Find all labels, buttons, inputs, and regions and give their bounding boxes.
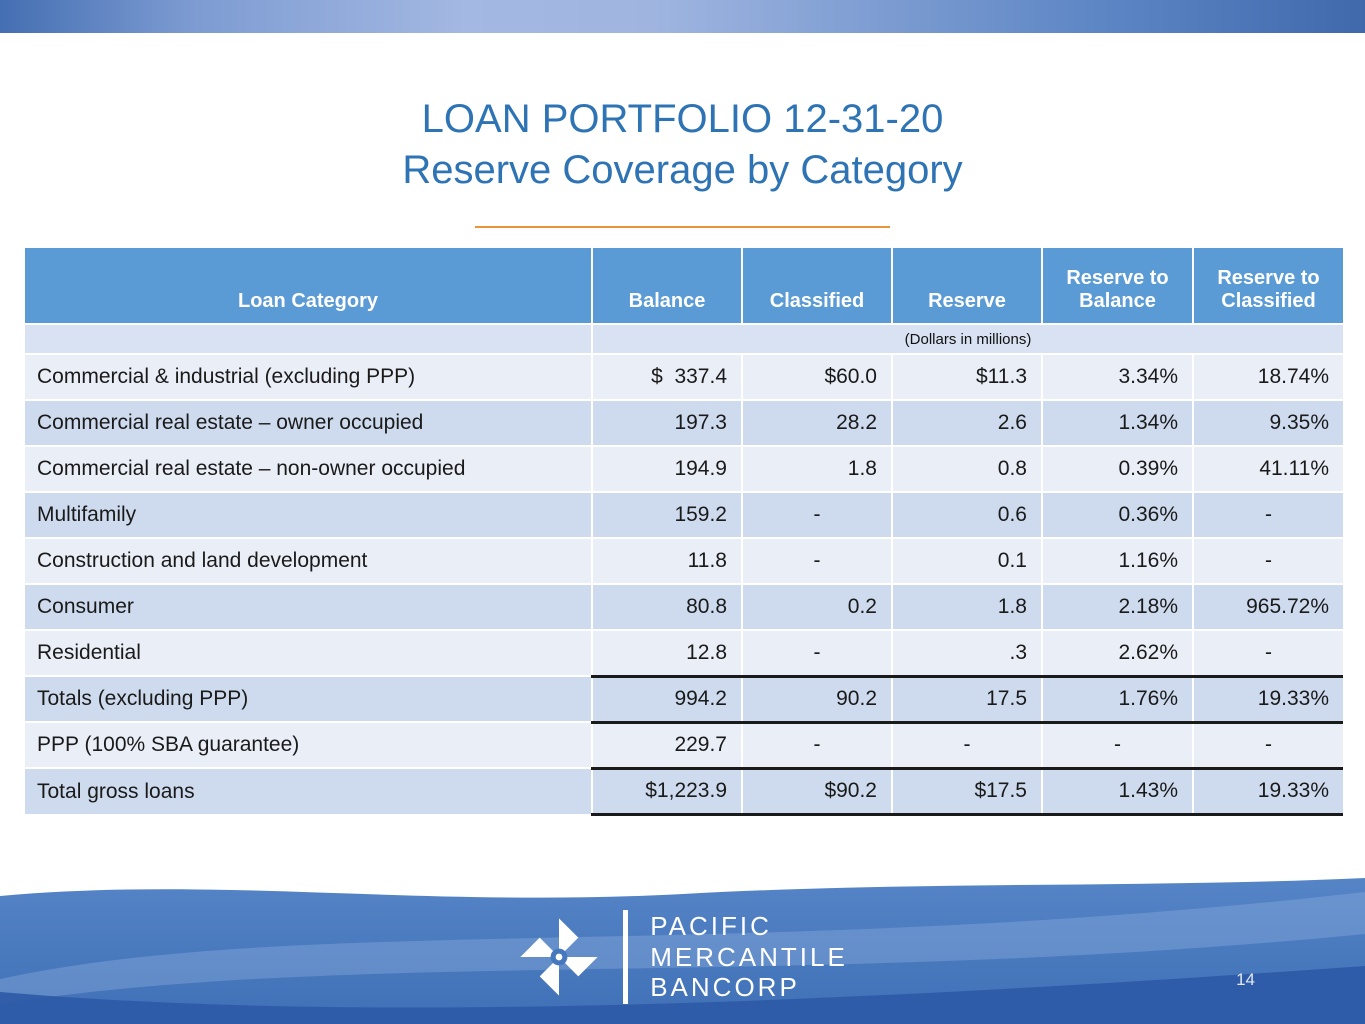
reserve-to-balance-cell: 1.43%	[1041, 766, 1193, 816]
reserve-cell: $17.5	[891, 766, 1042, 816]
logo-pinwheel-icon	[520, 918, 598, 996]
loan-category-cell: Commercial real estate – owner occupied	[25, 399, 592, 446]
classified-cell: -	[741, 721, 892, 768]
units-note: (Dollars in millions)	[591, 323, 1343, 354]
classified-cell: 90.2	[741, 674, 892, 724]
classified-cell: 1.8	[741, 445, 892, 492]
reserve-to-classified-cell: 965.72%	[1192, 583, 1343, 630]
column-header-reserve: Reserve	[891, 248, 1042, 324]
classified-cell: 28.2	[741, 399, 892, 446]
logo-wordmark-line-1: PACIFIC	[650, 910, 772, 941]
reserve-to-balance-cell: 0.36%	[1041, 491, 1193, 538]
title-line-2: Reserve Coverage by Category	[402, 148, 963, 193]
reserve-to-balance-cell: 3.34%	[1041, 353, 1193, 400]
table-row: Consumer 80.8 0.2 1.8 2.18% 965.72%	[25, 583, 1343, 630]
column-header-balance: Balance	[591, 248, 742, 324]
classified-cell: -	[741, 537, 892, 584]
top-accent-bar	[0, 0, 1365, 33]
table-row-grand-total: Total gross loans $1,223.9 $90.2 $17.5 1…	[25, 766, 1343, 816]
reserve-cell: $11.3	[891, 353, 1042, 400]
balance-cell: 994.2	[591, 674, 742, 724]
footer-wave-graphic	[0, 878, 1365, 1024]
column-header-reserve-to-classified: Reserve to Classified	[1192, 248, 1343, 324]
reserve-to-classified-cell: -	[1192, 629, 1343, 676]
reserve-to-classified-cell: 41.11%	[1192, 445, 1343, 492]
column-header-classified: Classified	[741, 248, 892, 324]
column-header-reserve-to-balance: Reserve to Balance	[1041, 248, 1193, 324]
table-row: Commercial real estate – owner occupied …	[25, 399, 1343, 446]
classified-cell: -	[741, 629, 892, 676]
slide-title: LOAN PORTFOLIO 12-31-20 Reserve Coverage…	[0, 94, 1365, 196]
reserve-to-balance-cell: 1.76%	[1041, 674, 1193, 724]
loan-category-cell: Multifamily	[25, 491, 592, 538]
table-row: Construction and land development 11.8 -…	[25, 537, 1343, 584]
reserve-to-balance-cell: 2.18%	[1041, 583, 1193, 630]
loan-category-cell: Total gross loans	[25, 767, 592, 814]
reserve-cell: 0.1	[891, 537, 1042, 584]
balance-cell: 12.8	[591, 629, 742, 676]
column-header-loan-category: Loan Category	[25, 248, 592, 324]
footer-wave: PACIFIC MERCANTILE BANCORP 14	[0, 874, 1365, 1024]
table-header-row: Loan Category Balance Classified Reserve…	[25, 248, 1343, 324]
reserve-to-balance-cell: -	[1041, 721, 1193, 768]
balance-cell: $1,223.9	[591, 766, 742, 816]
company-logo: PACIFIC MERCANTILE BANCORP	[0, 910, 1365, 1004]
units-note-spacer	[25, 323, 592, 354]
classified-cell: 0.2	[741, 583, 892, 630]
loan-category-cell: Commercial & industrial (excluding PPP)	[25, 353, 592, 400]
reserve-cell: -	[891, 721, 1042, 768]
logo-wordmark: PACIFIC MERCANTILE BANCORP	[650, 911, 848, 1003]
loan-category-cell: PPP (100% SBA guarantee)	[25, 721, 592, 768]
balance-cell: 159.2	[591, 491, 742, 538]
table-row-totals: Totals (excluding PPP) 994.2 90.2 17.5 1…	[25, 674, 1343, 724]
table-row: PPP (100% SBA guarantee) 229.7 - - - -	[25, 721, 1343, 768]
reserve-to-classified-cell: 19.33%	[1192, 766, 1343, 816]
classified-cell: -	[741, 491, 892, 538]
table-row: Commercial & industrial (excluding PPP) …	[25, 353, 1343, 400]
logo-wordmark-line-3: BANCORP	[650, 972, 800, 1003]
reserve-cell: 2.6	[891, 399, 1042, 446]
loan-portfolio-table: Loan Category Balance Classified Reserve…	[25, 248, 1343, 816]
title-line-1: LOAN PORTFOLIO 12-31-20	[421, 97, 944, 141]
classified-cell: $90.2	[741, 766, 892, 816]
balance-cell: 194.9	[591, 445, 742, 492]
loan-category-cell: Totals (excluding PPP)	[25, 675, 592, 722]
loan-category-cell: Consumer	[25, 583, 592, 630]
reserve-to-balance-cell: 1.16%	[1041, 537, 1193, 584]
reserve-cell: 1.8	[891, 583, 1042, 630]
reserve-to-classified-cell: 18.74%	[1192, 353, 1343, 400]
loan-category-cell: Construction and land development	[25, 537, 592, 584]
loan-category-cell: Residential	[25, 629, 592, 676]
table-row: Multifamily 159.2 - 0.6 0.36% -	[25, 491, 1343, 538]
reserve-cell: .3	[891, 629, 1042, 676]
reserve-to-classified-cell: -	[1192, 721, 1343, 768]
title-divider	[475, 226, 890, 228]
classified-cell: $60.0	[741, 353, 892, 400]
page-number: 14	[1236, 970, 1255, 989]
logo-wordmark-line-2: MERCANTILE	[650, 941, 848, 972]
reserve-to-balance-cell: 0.39%	[1041, 445, 1193, 492]
reserve-cell: 0.6	[891, 491, 1042, 538]
reserve-cell: 0.8	[891, 445, 1042, 492]
balance-cell: 11.8	[591, 537, 742, 584]
balance-cell: 80.8	[591, 583, 742, 630]
reserve-to-classified-cell: 19.33%	[1192, 674, 1343, 724]
reserve-to-classified-cell: 9.35%	[1192, 399, 1343, 446]
loan-category-cell: Commercial real estate – non-owner occup…	[25, 445, 592, 492]
units-note-row: (Dollars in millions)	[25, 323, 1343, 354]
table-row: Commercial real estate – non-owner occup…	[25, 445, 1343, 492]
reserve-cell: 17.5	[891, 674, 1042, 724]
reserve-to-balance-cell: 1.34%	[1041, 399, 1193, 446]
logo-divider	[623, 910, 629, 1004]
reserve-to-classified-cell: -	[1192, 537, 1343, 584]
table-row: Residential 12.8 - .3 2.62% -	[25, 629, 1343, 676]
balance-cell: 197.3	[591, 399, 742, 446]
reserve-to-classified-cell: -	[1192, 491, 1343, 538]
balance-cell: 229.7	[591, 721, 742, 768]
balance-cell: $ 337.4	[591, 353, 742, 400]
reserve-to-balance-cell: 2.62%	[1041, 629, 1193, 676]
